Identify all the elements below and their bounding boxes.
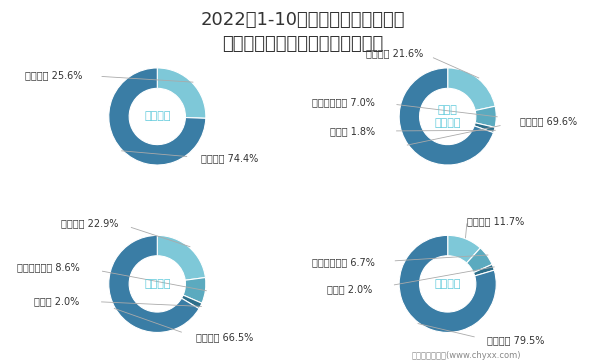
- Text: 其他用房 25.6%: 其他用房 25.6%: [25, 70, 82, 80]
- Text: 竣工面积: 竣工面积: [144, 279, 171, 289]
- Wedge shape: [448, 68, 495, 111]
- Text: 办公楼 2.0%: 办公楼 2.0%: [327, 284, 373, 294]
- Wedge shape: [157, 236, 206, 280]
- Text: 商业营业用房 6.7%: 商业营业用房 6.7%: [312, 257, 375, 267]
- Wedge shape: [182, 295, 202, 309]
- Text: 其他用房 22.9%: 其他用房 22.9%: [61, 218, 119, 228]
- Text: 商业营业用房 7.0%: 商业营业用房 7.0%: [312, 97, 375, 107]
- Text: 办公楼 2.0%: 办公楼 2.0%: [34, 296, 80, 306]
- Text: 办公楼 1.8%: 办公楼 1.8%: [330, 126, 375, 136]
- Text: 投资金额: 投资金额: [144, 111, 171, 122]
- Text: 商品住宅 79.5%: 商品住宅 79.5%: [486, 335, 544, 345]
- Text: 销售面积: 销售面积: [434, 279, 461, 289]
- Wedge shape: [475, 106, 496, 127]
- Wedge shape: [466, 248, 492, 273]
- Text: 商品住宅 74.4%: 商品住宅 74.4%: [201, 153, 258, 163]
- Wedge shape: [474, 264, 494, 276]
- Wedge shape: [157, 68, 206, 118]
- Text: 其他用房 11.7%: 其他用房 11.7%: [467, 216, 525, 226]
- Wedge shape: [448, 236, 480, 263]
- Text: 商业营业用房 8.6%: 商业营业用房 8.6%: [17, 262, 80, 272]
- Text: 新开工
施工面积: 新开工 施工面积: [434, 105, 461, 128]
- Wedge shape: [183, 277, 206, 303]
- Wedge shape: [109, 236, 199, 332]
- Text: 商品住宅 66.5%: 商品住宅 66.5%: [196, 332, 253, 342]
- Wedge shape: [399, 68, 494, 165]
- Wedge shape: [474, 123, 495, 132]
- Text: 2022年1-10月四川省商业营业用房
投资、施工、竣工、销售分类占比: 2022年1-10月四川省商业营业用房 投资、施工、竣工、销售分类占比: [200, 11, 405, 52]
- Wedge shape: [109, 68, 206, 165]
- Text: 其他用房 21.6%: 其他用房 21.6%: [366, 48, 423, 58]
- Text: 商品住宅 69.6%: 商品住宅 69.6%: [520, 116, 578, 126]
- Wedge shape: [399, 236, 496, 332]
- Text: 制图：智研咨询(www.chyxx.com): 制图：智研咨询(www.chyxx.com): [411, 351, 521, 360]
